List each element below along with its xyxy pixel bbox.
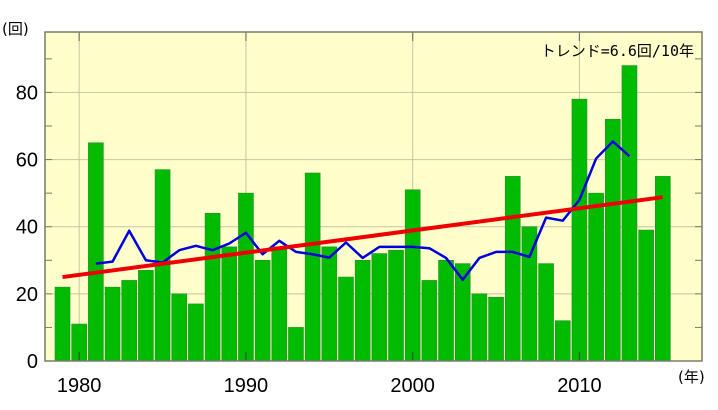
bar bbox=[121, 280, 138, 362]
bar bbox=[554, 320, 571, 362]
bar bbox=[588, 192, 604, 362]
bar bbox=[138, 270, 154, 362]
running-mean-line bbox=[95, 140, 631, 282]
bar bbox=[421, 280, 438, 362]
bar bbox=[104, 286, 121, 362]
bar bbox=[638, 229, 654, 362]
y-tick-label: 60 bbox=[16, 150, 38, 172]
bar bbox=[271, 246, 288, 362]
x-axis-label: (年) bbox=[678, 368, 705, 386]
bar bbox=[188, 303, 204, 362]
plot-border bbox=[44, 31, 703, 362]
x-tick-label: 1990 bbox=[224, 375, 269, 397]
trend-line bbox=[62, 195, 664, 280]
bar bbox=[538, 263, 554, 362]
bar bbox=[488, 296, 504, 362]
bar bbox=[54, 286, 71, 362]
x-tick-label: 1980 bbox=[57, 375, 102, 397]
bar bbox=[604, 118, 621, 362]
x-tick-label: 2010 bbox=[557, 375, 602, 397]
bar bbox=[288, 327, 304, 362]
y-tick-label: 20 bbox=[16, 284, 38, 306]
bar bbox=[404, 189, 421, 362]
bar bbox=[221, 246, 238, 362]
bar bbox=[504, 176, 521, 362]
trend-annotation: トレンド=6.6回/10年 bbox=[540, 42, 694, 60]
bar bbox=[655, 176, 671, 362]
bar bbox=[304, 172, 321, 362]
bar bbox=[171, 293, 188, 362]
bar bbox=[621, 65, 638, 362]
bar bbox=[371, 253, 388, 362]
bar bbox=[238, 192, 254, 362]
bar bbox=[204, 212, 221, 362]
bar bbox=[388, 249, 404, 362]
bar bbox=[338, 276, 354, 362]
bar bbox=[354, 259, 371, 362]
y-tick-label: 40 bbox=[16, 217, 38, 239]
x-tick-label: 2000 bbox=[390, 375, 435, 397]
y-tick-label: 80 bbox=[16, 82, 38, 104]
bar bbox=[571, 98, 588, 362]
bar bbox=[471, 293, 488, 362]
bar bbox=[88, 142, 104, 362]
bar bbox=[321, 246, 338, 362]
y-axis-label: (回) bbox=[2, 20, 29, 38]
y-tick-label: 0 bbox=[27, 351, 38, 373]
bar bbox=[254, 259, 271, 362]
bar bbox=[438, 259, 454, 362]
